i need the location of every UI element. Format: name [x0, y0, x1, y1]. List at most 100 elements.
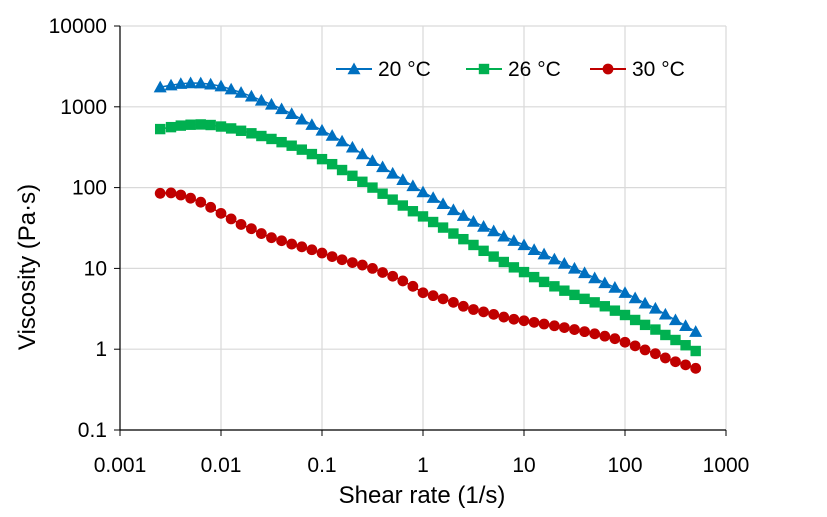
- data-point: [165, 187, 177, 199]
- data-point: [538, 276, 550, 288]
- data-point: [215, 121, 227, 132]
- data-point: [578, 266, 592, 279]
- data-point: [549, 320, 560, 332]
- data-point: [387, 270, 399, 282]
- data-point: [164, 78, 178, 91]
- data-point: [599, 301, 611, 312]
- data-point: [377, 188, 388, 199]
- data-point: [246, 128, 257, 139]
- data-point: [367, 182, 378, 193]
- data-point: [215, 207, 227, 219]
- data-point: [579, 293, 590, 305]
- legend-label: 20 °C: [378, 58, 431, 81]
- data-point: [619, 309, 631, 321]
- axes: [114, 25, 727, 436]
- data-point: [508, 262, 520, 273]
- data-point: [345, 140, 359, 153]
- data-point: [629, 314, 641, 326]
- tick-labels: 0.001 0.01 0.1 1 10 100 1000 0.1 1 10 100 1000 10000: [49, 15, 750, 477]
- data-point: [416, 185, 430, 198]
- data-point: [153, 80, 167, 93]
- data-point: [608, 281, 622, 293]
- data-point: [264, 97, 278, 110]
- y-tick-label: 1000: [60, 96, 107, 119]
- data-point: [448, 228, 459, 239]
- data-point: [336, 254, 348, 266]
- data-point: [517, 238, 531, 251]
- data-point: [658, 307, 672, 320]
- data-point: [458, 233, 469, 245]
- data-point: [194, 76, 208, 89]
- data-point: [680, 340, 691, 351]
- data-point: [537, 247, 551, 260]
- data-point: [266, 232, 277, 244]
- legend-entry: 26 °C: [466, 58, 561, 81]
- data-point: [377, 267, 388, 278]
- data-point: [234, 86, 248, 98]
- series-square: [154, 119, 701, 357]
- data-point: [376, 160, 390, 173]
- legend-marker: [347, 62, 361, 75]
- data-point: [448, 296, 459, 308]
- data-point: [567, 261, 581, 274]
- data-point: [478, 306, 489, 318]
- data-point: [609, 305, 621, 316]
- data-point: [528, 316, 540, 328]
- legend-entry: 30 °C: [590, 58, 685, 81]
- series-circle: [154, 187, 702, 374]
- data-point: [668, 313, 682, 326]
- data-point: [679, 319, 693, 331]
- data-series: [153, 76, 703, 374]
- data-point: [367, 263, 378, 274]
- data-point: [638, 296, 652, 309]
- x-tick-label: 0.001: [94, 454, 147, 477]
- data-point: [175, 120, 187, 131]
- data-point: [457, 300, 469, 312]
- data-point: [214, 79, 228, 92]
- data-point: [599, 330, 611, 342]
- data-point: [436, 197, 450, 210]
- data-point: [336, 164, 348, 176]
- data-point: [477, 220, 491, 232]
- data-point: [306, 148, 318, 160]
- data-point: [628, 291, 642, 304]
- data-point: [609, 333, 621, 345]
- data-point: [246, 223, 257, 235]
- data-point: [579, 326, 590, 338]
- data-point: [174, 77, 188, 89]
- data-point: [326, 158, 338, 170]
- data-point: [355, 147, 369, 160]
- data-point: [205, 201, 217, 213]
- data-point: [286, 140, 297, 151]
- data-point: [295, 112, 309, 125]
- data-point: [266, 133, 277, 145]
- data-point: [185, 192, 196, 204]
- data-point: [629, 340, 641, 352]
- data-point: [296, 144, 308, 155]
- data-point: [549, 281, 560, 292]
- data-point: [527, 243, 541, 255]
- data-point: [648, 301, 662, 314]
- data-point: [468, 304, 479, 315]
- data-point: [326, 251, 338, 262]
- data-point: [497, 229, 511, 242]
- data-point: [397, 200, 409, 211]
- data-point: [407, 280, 419, 292]
- data-point: [498, 256, 510, 268]
- data-point: [296, 241, 308, 253]
- data-point: [244, 89, 258, 102]
- data-point: [256, 130, 267, 142]
- data-point: [558, 322, 570, 334]
- data-point: [195, 119, 206, 130]
- data-point: [488, 308, 500, 320]
- data-point: [285, 107, 299, 119]
- data-point: [426, 191, 440, 203]
- data-point: [347, 257, 358, 268]
- data-point: [225, 213, 237, 225]
- data-point: [275, 102, 289, 115]
- x-tick-label: 1000: [703, 454, 750, 477]
- data-point: [508, 313, 520, 325]
- data-point: [356, 259, 368, 271]
- data-point: [689, 325, 703, 337]
- legend: 20 °C 26 °C 30 °C: [336, 58, 685, 81]
